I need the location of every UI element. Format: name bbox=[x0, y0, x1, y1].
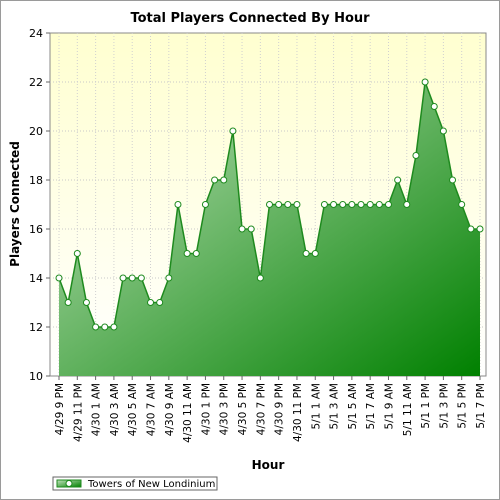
data-point bbox=[394, 176, 402, 184]
data-point bbox=[449, 176, 457, 184]
x-tick-label: 4/30 7 PM bbox=[255, 383, 267, 435]
legend-box bbox=[52, 476, 218, 491]
data-point bbox=[110, 323, 118, 331]
x-axis-title: Hour bbox=[252, 458, 285, 472]
data-point bbox=[366, 201, 374, 208]
x-tick-label: 4/30 1 AM bbox=[91, 383, 103, 436]
data-point bbox=[220, 176, 228, 184]
x-tick-label: 5/1 7 AM bbox=[365, 383, 377, 430]
y-tick-label: 20 bbox=[29, 125, 43, 138]
x-tick-label: 4/30 5 PM bbox=[237, 383, 249, 435]
x-tick-label: 4/30 9 PM bbox=[274, 383, 286, 435]
data-point bbox=[311, 250, 319, 257]
data-point bbox=[430, 103, 438, 110]
x-tick-label: 5/1 9 AM bbox=[383, 383, 395, 430]
x-tick-label: 4/29 11 PM bbox=[72, 383, 84, 442]
x-tick-label: 4/30 11 PM bbox=[292, 383, 304, 442]
data-point bbox=[137, 274, 145, 282]
data-point bbox=[211, 176, 219, 184]
data-point bbox=[183, 250, 191, 257]
data-point bbox=[256, 274, 264, 282]
y-tick-label: 16 bbox=[29, 223, 43, 236]
y-axis-ticks: 10 12 14 16 18 20 22 24 bbox=[29, 27, 50, 383]
x-tick-label: 5/1 3 AM bbox=[329, 383, 341, 430]
data-point bbox=[73, 250, 81, 257]
data-point bbox=[82, 299, 90, 306]
y-tick-label: 10 bbox=[29, 370, 43, 383]
y-tick-label: 24 bbox=[29, 27, 43, 40]
x-tick-label: 4/30 5 AM bbox=[127, 383, 139, 436]
x-tick-label: 5/1 7 PM bbox=[475, 383, 487, 429]
data-point bbox=[156, 299, 164, 306]
x-tick-label: 5/1 1 AM bbox=[310, 383, 322, 430]
data-point bbox=[293, 201, 301, 208]
data-point bbox=[119, 274, 127, 282]
x-tick-label: 4/29 9 PM bbox=[54, 383, 66, 435]
y-tick-label: 22 bbox=[29, 76, 43, 89]
y-tick-label: 14 bbox=[29, 272, 43, 285]
y-axis-title: Players Connected bbox=[8, 141, 22, 267]
data-point bbox=[247, 225, 255, 233]
data-point bbox=[101, 323, 109, 331]
data-point bbox=[64, 299, 72, 306]
x-tick-label: 4/30 3 PM bbox=[219, 383, 231, 435]
data-point bbox=[55, 274, 63, 282]
legend: Towers of New Londinium bbox=[52, 476, 218, 491]
x-axis-ticks: 4/29 9 PM 4/29 11 PM 4/30 1 AM 4/30 3 AM 4/3… bbox=[54, 376, 487, 443]
x-tick-label: 4/30 7 AM bbox=[146, 383, 158, 436]
data-point bbox=[421, 78, 429, 86]
data-point bbox=[238, 225, 246, 233]
y-tick-label: 18 bbox=[29, 174, 43, 187]
x-tick-label: 4/30 3 AM bbox=[109, 383, 121, 436]
x-tick-label: 4/30 11 AM bbox=[182, 383, 194, 443]
data-point bbox=[147, 299, 155, 306]
data-point bbox=[403, 201, 411, 208]
data-point bbox=[229, 127, 237, 135]
data-point bbox=[92, 323, 100, 331]
data-point bbox=[275, 201, 283, 208]
legend-marker bbox=[65, 480, 73, 487]
data-point bbox=[348, 201, 356, 208]
y-tick-label: 12 bbox=[29, 321, 43, 334]
data-point bbox=[174, 201, 182, 208]
x-tick-label: 4/30 1 PM bbox=[200, 383, 212, 435]
x-tick-label: 5/1 3 PM bbox=[438, 383, 450, 429]
x-tick-label: 5/1 5 AM bbox=[347, 383, 359, 430]
data-point bbox=[330, 201, 338, 208]
x-tick-label: 5/1 5 PM bbox=[457, 383, 469, 429]
chart-title: Total Players Connected By Hour bbox=[130, 11, 370, 26]
data-point bbox=[384, 201, 392, 208]
data-point bbox=[284, 201, 292, 208]
data-point bbox=[128, 274, 136, 282]
data-point bbox=[302, 250, 310, 257]
x-tick-label: 4/30 9 AM bbox=[164, 383, 176, 436]
legend-label: Towers of New Londinium bbox=[87, 479, 215, 490]
data-point bbox=[439, 127, 447, 135]
data-area bbox=[55, 78, 484, 376]
data-point bbox=[375, 201, 383, 208]
data-point bbox=[192, 250, 200, 257]
data-point bbox=[266, 201, 273, 208]
data-point bbox=[476, 225, 484, 233]
data-point bbox=[458, 201, 466, 208]
data-point bbox=[357, 201, 365, 208]
data-point bbox=[320, 201, 328, 208]
data-point bbox=[165, 274, 173, 282]
area-fill bbox=[59, 82, 480, 376]
data-point bbox=[339, 201, 347, 208]
data-point bbox=[412, 152, 420, 159]
x-tick-label: 5/1 1 PM bbox=[420, 383, 432, 429]
data-point bbox=[201, 201, 209, 208]
x-tick-label: 5/1 11 AM bbox=[402, 383, 414, 436]
data-point bbox=[467, 225, 475, 233]
